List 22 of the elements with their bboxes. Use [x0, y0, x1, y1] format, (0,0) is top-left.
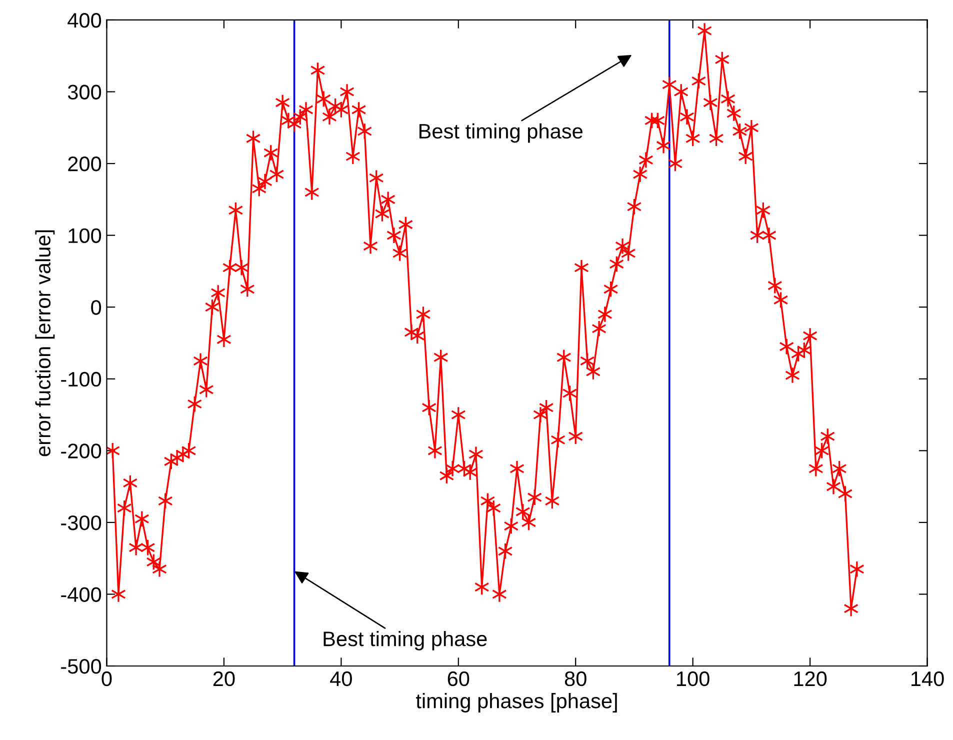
- y-tick-label: 100: [68, 228, 102, 244]
- x-tick-label: 20: [213, 671, 235, 686]
- y-tick-label: -400: [61, 587, 102, 602]
- y-axis-title: error fuction [error value]: [35, 230, 55, 456]
- x-tick-label: 80: [564, 671, 586, 686]
- x-tick-label: 40: [330, 671, 352, 686]
- annotation: Best timing phase: [324, 630, 487, 650]
- y-tick-label: -500: [61, 659, 102, 674]
- x-tick-label: 140: [911, 671, 944, 686]
- y-tick-label: -100: [61, 372, 102, 387]
- y-tick-label: 400: [68, 12, 102, 28]
- x-tick-label: 120: [794, 671, 827, 686]
- y-tick-label: 200: [68, 156, 102, 172]
- y-tick-label: -200: [61, 444, 102, 458]
- y-tick-label: 300: [68, 84, 102, 100]
- x-axis-title: timing phases [phase]: [416, 693, 617, 712]
- x-tick-label: 100: [677, 671, 710, 686]
- x-tick-label: 0: [102, 671, 112, 686]
- x-tick-label: 60: [448, 671, 470, 686]
- y-tick-label: -300: [61, 515, 102, 530]
- annotation: Best timing phase: [420, 123, 582, 143]
- y-tick-label: 0: [91, 300, 102, 315]
